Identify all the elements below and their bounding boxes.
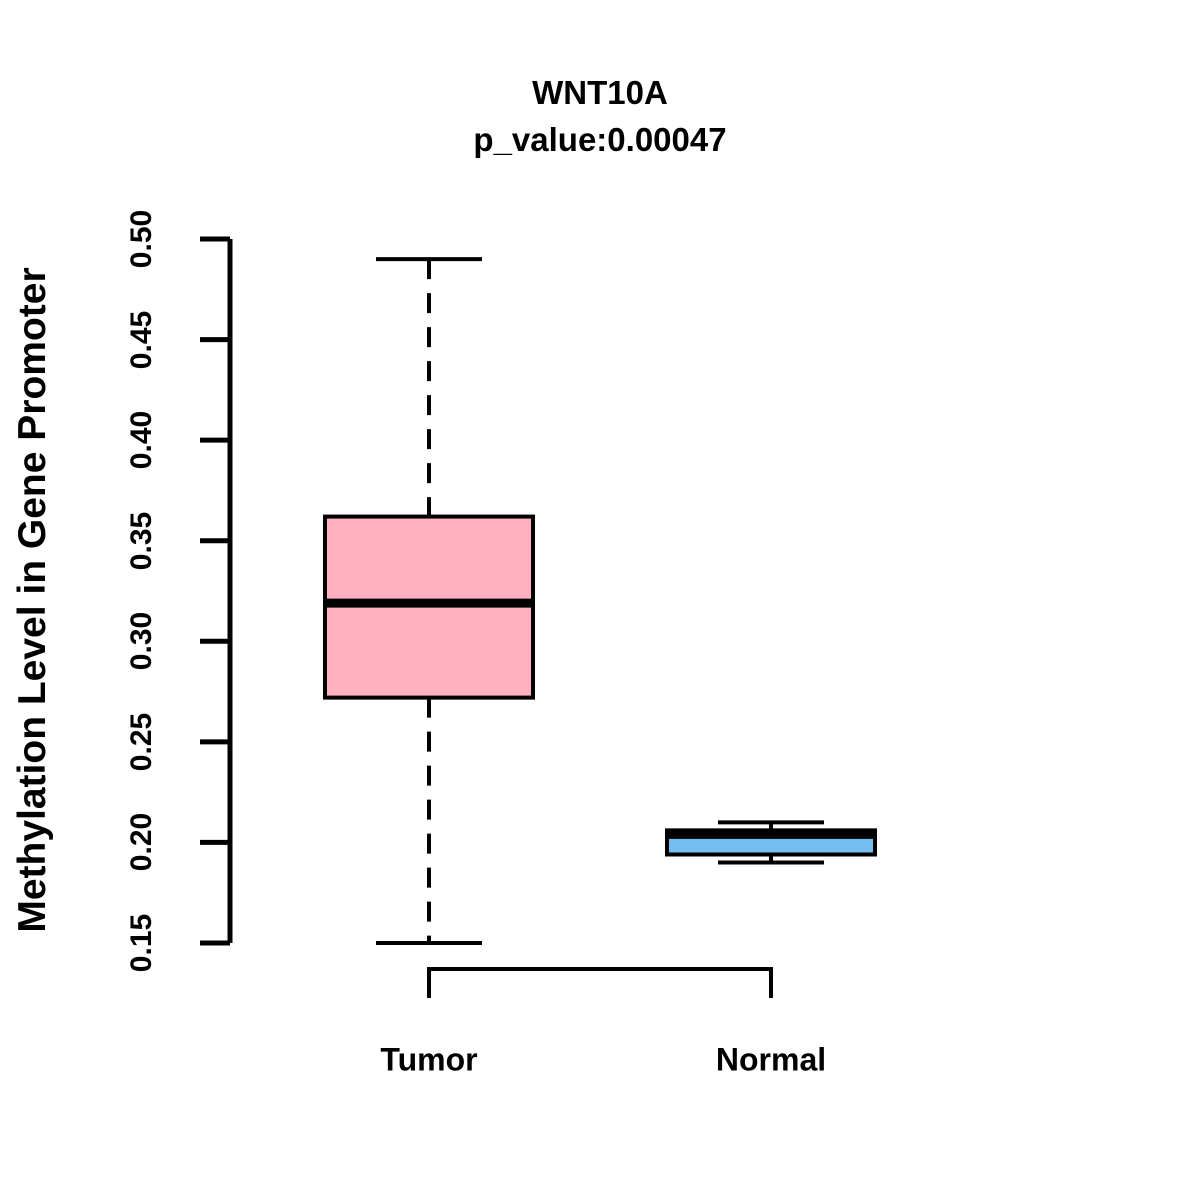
chart-subtitle-pvalue: p_value:0.00047 [473, 121, 727, 158]
y-tick-label: 0.15 [125, 913, 158, 973]
x-category-label-tumor: Tumor [380, 1041, 478, 1078]
y-tick-label: 0.25 [125, 712, 158, 772]
y-axis-label: Methylation Level in Gene Promoter [11, 267, 54, 933]
y-tick-label: 0.30 [125, 612, 158, 671]
y-tick-label: 0.45 [125, 310, 158, 369]
y-tick-label: 0.20 [125, 813, 158, 872]
x-category-label-normal: Normal [715, 1041, 827, 1078]
x-axis-bracket [427, 967, 773, 998]
chart-title: WNT10A [532, 74, 668, 111]
y-tick-label: 0.35 [125, 511, 158, 570]
y-tick-label: 0.50 [125, 209, 158, 269]
y-tick-label: 0.40 [125, 410, 158, 470]
